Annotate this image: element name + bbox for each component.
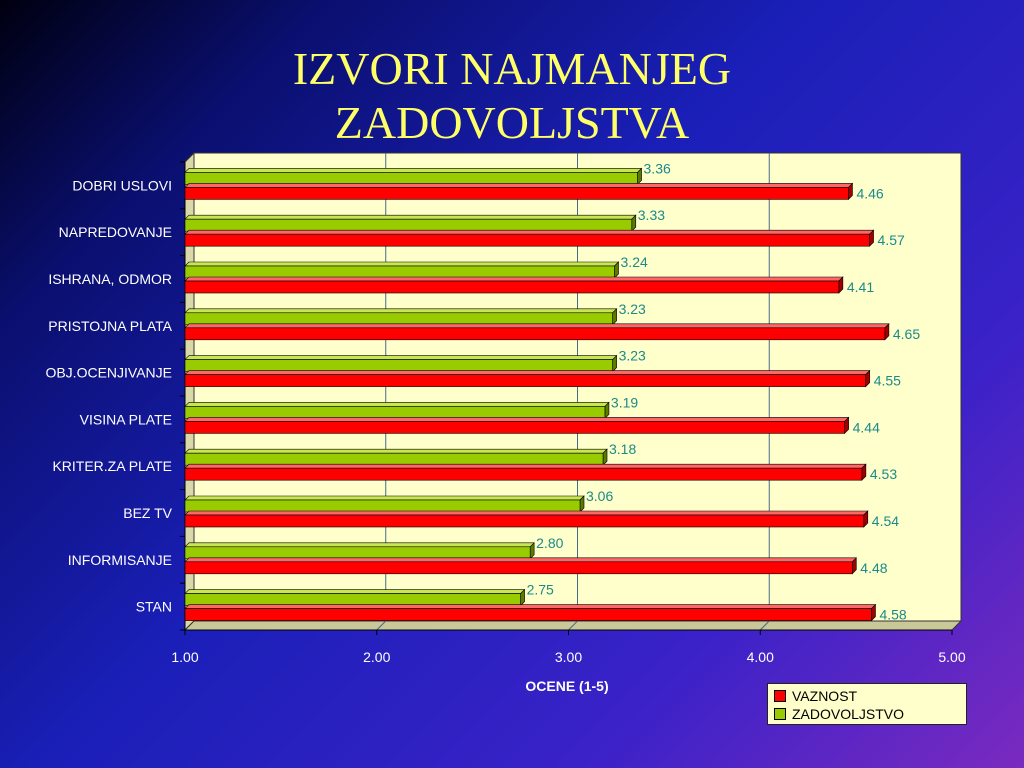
bar-vaznost-top [184,510,869,516]
bar-vaznost-top [184,557,858,563]
y-category-label: STAN [136,599,172,615]
bar-zadovoljstvo-top [184,168,643,173]
bar-zadovoljstvo-top [184,355,618,360]
x-axis-title: OCENE (1-5) [525,678,608,694]
bar-zadovoljstvo-top [184,214,637,220]
bar-zadovoljstvo-top [184,308,618,314]
legend-item-zadovoljstvo: ZADOVOLJSTVO [774,705,960,723]
bar-vaznost [184,421,845,434]
bar-zadovoljstvo [184,265,615,279]
data-label-vaznost: 4.58 [879,607,906,623]
gridline-floor [568,620,578,631]
bar-vaznost-top [184,183,854,188]
chart-title-line-1: IZVORI NAJMANJEG [292,43,732,94]
x-tick-label: 2.00 [363,649,390,665]
data-label-zadovoljstvo: 3.24 [621,254,648,270]
bar-zadovoljstvo [184,312,613,326]
bar-zadovoljstvo-top [184,261,620,267]
data-label-zadovoljstvo: 3.33 [638,207,665,223]
legend-swatch-vaznost [774,690,786,702]
legend-label-vaznost: VAZNOST [792,688,858,704]
bar-vaznost [184,467,863,481]
bar-zadovoljstvo [184,452,604,466]
data-label-zadovoljstvo: 3.23 [619,301,646,317]
data-label-zadovoljstvo: 2.75 [527,582,554,598]
bar-vaznost-top [184,370,871,375]
y-category-label: VISINA PLATE [80,411,172,427]
data-label-vaznost: 4.41 [847,279,874,295]
legend: VAZNOST ZADOVOLJSTVO [767,683,967,725]
bar-vaznost-top [184,323,890,329]
data-label-vaznost: 4.48 [860,560,887,576]
bar-zadovoljstvo-top [184,589,526,594]
y-category-label: ISHRANA, ODMOR [48,271,172,287]
gridline-floor [376,620,387,631]
bar-zadovoljstvo-top [184,448,608,454]
y-category-label: PRISTOJNA PLATA [48,318,172,334]
chart-title: IZVORI NAJMANJEG ZADOVOLJSTVA [0,42,1024,150]
data-label-vaznost: 4.57 [878,232,905,248]
data-label-zadovoljstvo: 3.23 [619,348,646,364]
legend-item-vaznost: VAZNOST [774,687,960,705]
gridline-floor [759,620,770,631]
chart-title-line-2: ZADOVOLJSTVA [334,97,690,148]
bar-vaznost [184,327,886,341]
bar-vaznost [184,561,853,575]
x-tick-label: 4.00 [747,649,774,665]
data-label-zadovoljstvo: 3.19 [611,394,638,410]
bar-vaznost [184,187,849,200]
data-label-vaznost: 4.55 [874,373,901,389]
data-label-zadovoljstvo: 2.80 [536,535,563,551]
bar-vaznost-top [184,229,875,235]
legend-label-zadovoljstvo: ZADOVOLJSTVO [792,706,905,722]
bar-vaznost-top [184,463,867,469]
data-label-vaznost: 4.44 [853,419,880,435]
y-category-label: OBJ.OCENJIVANJE [45,365,172,381]
bar-vaznost [184,514,865,528]
bar-zadovoljstvo [184,359,613,372]
data-label-vaznost: 4.65 [893,326,920,342]
bar-zadovoljstvo [184,593,521,606]
y-category-label: BEZ TV [123,505,172,521]
bar-zadovoljstvo [184,546,531,560]
x-tick-label: 1.00 [171,649,198,665]
bar-zadovoljstvo [184,406,606,419]
bar-zadovoljstvo [184,499,581,513]
y-category-label: NAPREDOVANJE [59,224,172,240]
y-category-label: DOBRI USLOVI [72,177,172,193]
bar-vaznost [184,374,867,387]
data-label-zadovoljstvo: 3.06 [586,488,613,504]
bar-vaznost-top [184,604,877,609]
data-label-zadovoljstvo: 3.36 [644,160,671,176]
x-tick-label: 3.00 [555,649,582,665]
x-tick-label: 5.00 [938,649,965,665]
y-category-label: KRITER.ZA PLATE [52,458,172,474]
data-label-vaznost: 4.46 [856,185,883,201]
data-label-zadovoljstvo: 3.18 [609,441,636,457]
bar-vaznost [184,233,870,247]
bar-zadovoljstvo [184,172,638,185]
bar-vaznost-top [184,417,850,422]
data-label-vaznost: 4.54 [872,513,899,529]
bar-vaznost-top [184,276,844,282]
y-category-label: INFORMISANJE [68,552,172,568]
legend-swatch-zadovoljstvo [774,708,786,720]
bar-vaznost [184,608,872,621]
bar-zadovoljstvo-top [184,495,585,501]
bar-zadovoljstvo [184,218,633,232]
data-label-vaznost: 4.53 [870,466,897,482]
bar-vaznost [184,280,840,294]
bar-zadovoljstvo-top [184,402,610,407]
bar-zadovoljstvo-top [184,542,535,548]
